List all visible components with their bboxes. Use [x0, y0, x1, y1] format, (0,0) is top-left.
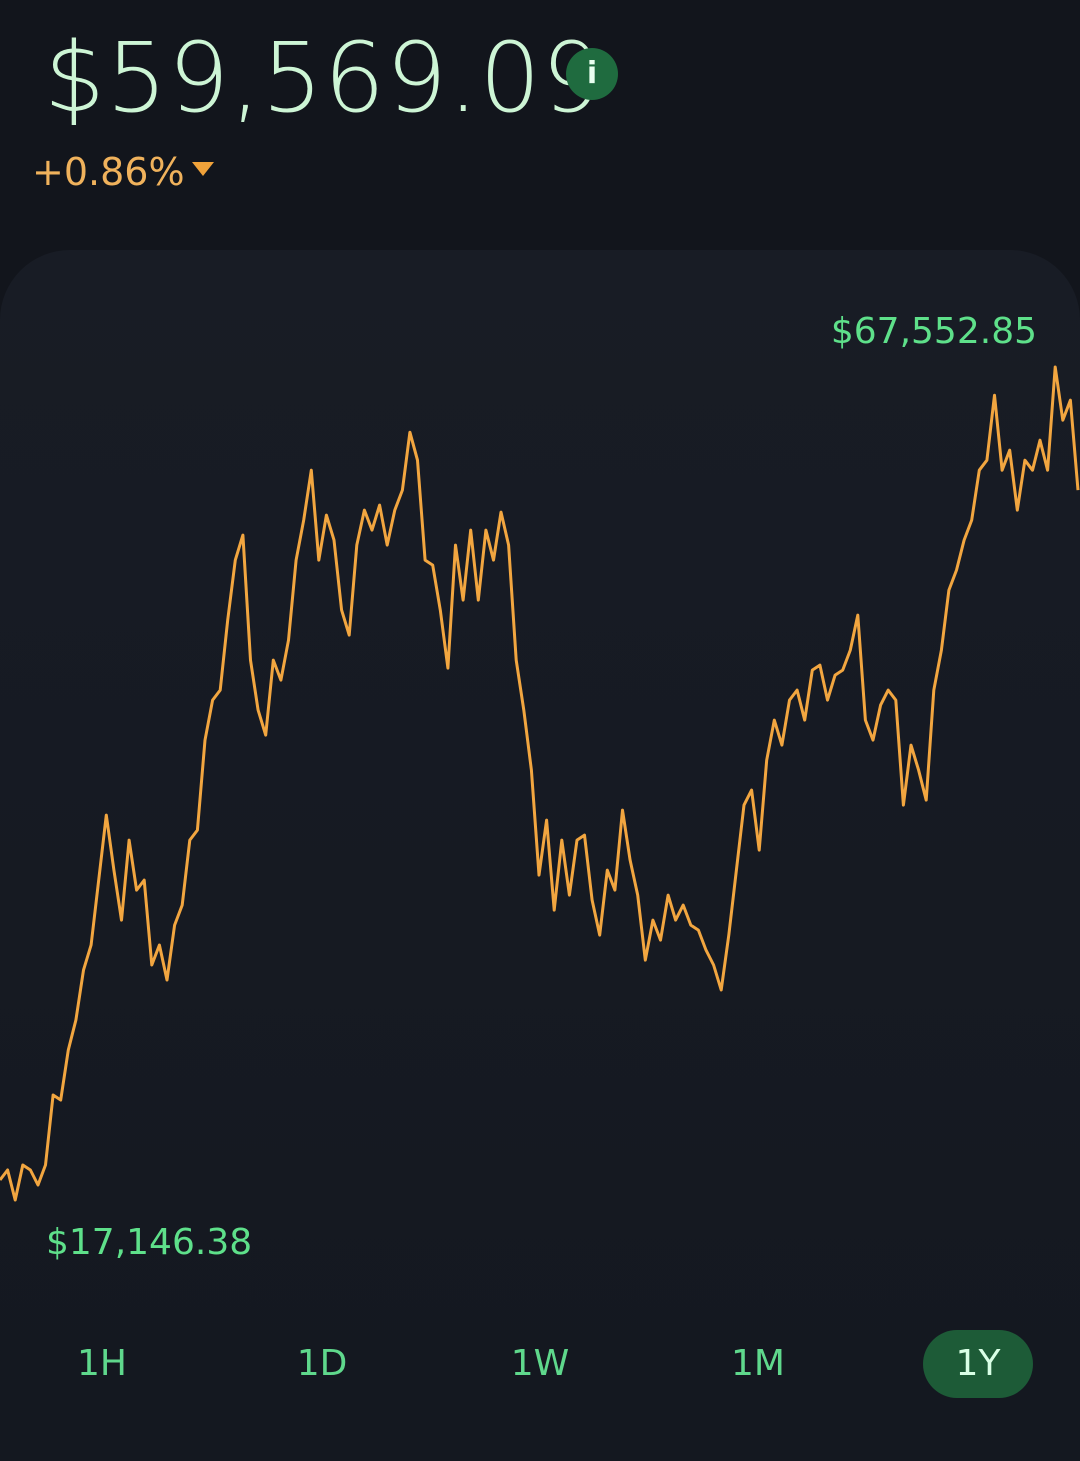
- extreme-label: $17,146.38: [46, 1222, 252, 1263]
- range-button[interactable]: 1H: [77, 1343, 127, 1384]
- price-line: [0, 365, 1080, 1202]
- range-button[interactable]: 1M: [731, 1343, 785, 1384]
- price: $59,569.09: [44, 22, 604, 134]
- chart-panel: [0, 250, 1080, 1461]
- range-button[interactable]: 1Y: [923, 1330, 1033, 1398]
- change-icon: [192, 162, 214, 176]
- extreme-label: $67,552.85: [831, 311, 1037, 352]
- range-button[interactable]: 1D: [296, 1343, 348, 1384]
- range-selector: 1H 1D 1W 1M 1Y: [0, 1330, 1080, 1400]
- change: +0.86%: [32, 150, 185, 194]
- info-button[interactable]: i: [566, 48, 618, 100]
- range-button[interactable]: 1W: [510, 1343, 570, 1384]
